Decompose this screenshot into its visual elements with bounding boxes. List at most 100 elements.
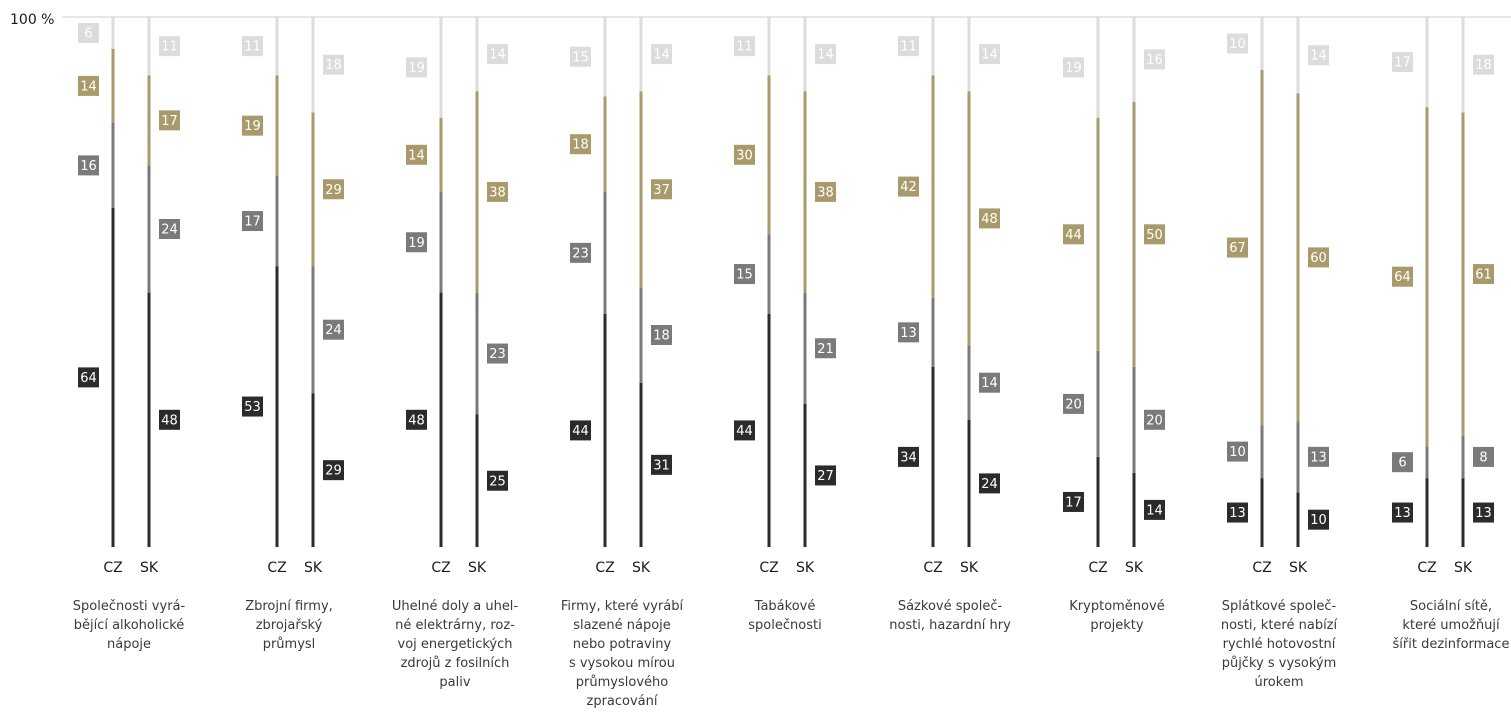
group-label-sk-3: SK: [632, 560, 651, 576]
value-label-light-cz-4: 11: [736, 40, 753, 55]
group-label-sk-5: SK: [960, 560, 979, 576]
group-label-cz-0: CZ: [103, 560, 122, 576]
value-box-gold-sk-3: [651, 179, 672, 200]
value-box-gold-sk-7: [1308, 247, 1329, 268]
category-label-4: Tabákové společnosti: [748, 599, 821, 633]
value-label-dark-sk-6: 14: [1146, 503, 1163, 518]
value-label-gray-cz-7: 10: [1229, 445, 1246, 460]
category-label-6: Kryptoměnové projekty: [1069, 599, 1164, 633]
value-box-dark-sk-6: [1144, 499, 1165, 520]
group-label-sk-2: SK: [468, 560, 487, 576]
value-box-gold-sk-8: [1473, 264, 1494, 285]
group-label-cz-2: CZ: [431, 560, 450, 576]
value-label-light-cz-2: 19: [408, 61, 425, 76]
value-box-gray-sk-4: [815, 338, 836, 359]
value-box-gray-sk-8: [1473, 446, 1494, 467]
value-label-gray-cz-3: 23: [572, 246, 589, 261]
value-label-light-sk-0: 11: [161, 40, 178, 55]
value-label-gray-sk-1: 24: [325, 323, 342, 338]
value-box-gold-sk-0: [159, 110, 180, 131]
group-label-sk-1: SK: [304, 560, 323, 576]
value-box-light-cz-1: [242, 36, 263, 57]
value-box-light-cz-0: [78, 22, 99, 43]
category-label-5: Sázkové společ-nosti, hazardní hry: [889, 599, 1011, 633]
value-box-light-sk-7: [1308, 45, 1329, 66]
value-box-gold-sk-2: [487, 181, 508, 202]
value-label-gray-sk-8: 8: [1479, 450, 1487, 465]
value-box-light-sk-5: [979, 44, 1000, 65]
value-label-light-sk-1: 18: [325, 58, 342, 73]
value-box-gray-cz-0: [78, 155, 99, 176]
value-box-gold-cz-0: [78, 75, 99, 96]
value-label-dark-sk-3: 31: [653, 458, 670, 473]
value-label-gold-cz-5: 42: [900, 180, 917, 195]
value-label-gold-cz-7: 67: [1229, 241, 1246, 256]
value-label-dark-cz-3: 44: [572, 424, 589, 439]
value-label-light-cz-0: 6: [84, 26, 92, 41]
value-label-gold-sk-0: 17: [161, 114, 178, 129]
value-label-light-cz-8: 17: [1394, 56, 1411, 71]
group-label-cz-3: CZ: [595, 560, 614, 576]
category-label-8: Sociální sítě, které umožňují šířit dezinf…: [1393, 599, 1510, 652]
value-label-gold-sk-5: 48: [981, 212, 998, 227]
value-box-light-cz-5: [898, 36, 919, 57]
value-label-light-cz-1: 11: [244, 40, 261, 55]
value-label-dark-cz-0: 64: [80, 371, 97, 386]
value-box-light-sk-2: [487, 44, 508, 65]
value-label-dark-sk-5: 24: [981, 477, 998, 492]
value-label-dark-sk-7: 10: [1310, 513, 1327, 528]
value-box-gold-cz-8: [1392, 266, 1413, 287]
category-label-1: Zbrojní firmy, zbrojařský průmysl: [245, 599, 333, 652]
value-label-gray-sk-0: 24: [161, 223, 178, 238]
value-box-light-cz-2: [406, 57, 427, 78]
value-label-dark-cz-6: 17: [1065, 495, 1082, 510]
value-label-gold-sk-3: 37: [653, 183, 670, 198]
value-box-dark-cz-0: [78, 367, 99, 388]
value-label-dark-sk-8: 13: [1475, 506, 1492, 521]
value-box-gray-cz-7: [1227, 441, 1248, 462]
value-box-dark-sk-8: [1473, 502, 1494, 523]
value-label-light-cz-7: 10: [1229, 37, 1246, 52]
value-label-light-cz-5: 11: [900, 40, 917, 55]
group-label-cz-8: CZ: [1417, 560, 1436, 576]
value-box-gold-sk-6: [1144, 224, 1165, 245]
y-tick-label-100: 100 %: [10, 12, 54, 28]
value-label-dark-sk-2: 25: [489, 474, 506, 489]
value-label-gray-cz-0: 16: [80, 159, 97, 174]
value-box-light-cz-4: [734, 36, 755, 57]
value-box-light-cz-3: [570, 46, 591, 67]
value-box-dark-sk-2: [487, 470, 508, 491]
group-label-sk-8: SK: [1454, 560, 1473, 576]
value-box-gray-sk-3: [651, 325, 672, 345]
group-label-cz-6: CZ: [1088, 560, 1107, 576]
value-label-dark-cz-2: 48: [408, 413, 425, 428]
value-box-dark-sk-3: [651, 454, 672, 475]
value-label-gold-sk-6: 50: [1146, 228, 1163, 243]
value-label-gray-sk-5: 14: [981, 376, 998, 391]
value-label-light-sk-4: 14: [817, 48, 834, 63]
value-label-gray-cz-8: 6: [1398, 456, 1406, 471]
value-box-light-sk-4: [815, 44, 836, 65]
value-label-gold-sk-8: 61: [1475, 268, 1492, 283]
value-label-gold-cz-1: 19: [244, 119, 261, 134]
group-label-cz-1: CZ: [267, 560, 286, 576]
value-box-gold-sk-5: [979, 208, 1000, 229]
value-label-gold-cz-2: 14: [408, 148, 425, 163]
group-label-sk-0: SK: [140, 560, 159, 576]
value-box-dark-sk-5: [979, 473, 1000, 494]
group-label-sk-6: SK: [1125, 560, 1144, 576]
value-box-gold-cz-1: [242, 115, 263, 136]
category-labels-layer: Společnosti vyrá-bějící alkoholické nápoj…: [73, 599, 1510, 709]
value-label-gold-sk-4: 38: [817, 185, 834, 200]
value-box-light-sk-0: [159, 36, 180, 57]
value-box-gold-sk-4: [815, 181, 836, 202]
group-labels-layer: CZ SK CZ SK CZ SK CZ SK CZ SK CZ SK CZ SK CZ SK CZ SK: [103, 560, 1473, 576]
group-label-sk-7: SK: [1289, 560, 1308, 576]
value-box-gray-cz-2: [406, 232, 427, 253]
value-box-dark-cz-2: [406, 409, 427, 430]
value-box-gray-cz-1: [242, 211, 263, 232]
group-label-cz-5: CZ: [923, 560, 942, 576]
value-box-gray-sk-2: [487, 343, 508, 364]
value-box-gray-sk-5: [979, 372, 1000, 393]
